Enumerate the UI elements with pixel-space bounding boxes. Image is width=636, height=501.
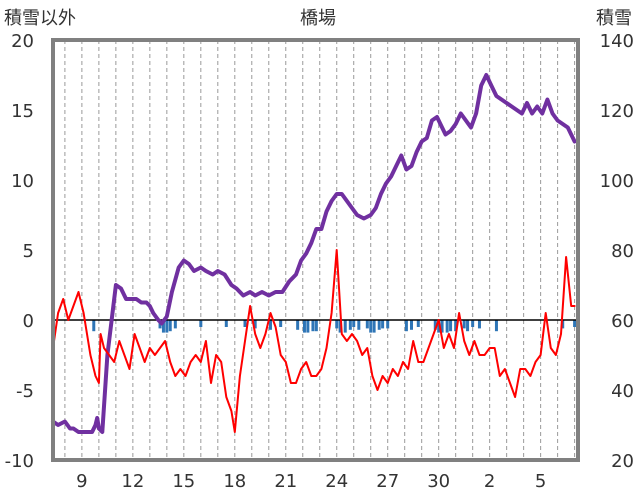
y-right-tick-label: 60 bbox=[611, 311, 634, 332]
precip-bar bbox=[440, 320, 444, 333]
precip-bar bbox=[466, 320, 470, 332]
precip-bar bbox=[386, 320, 390, 329]
chart-title: 橋場 bbox=[300, 8, 336, 29]
left-axis-label: 積雪以外 bbox=[4, 8, 76, 29]
precip-bar bbox=[454, 320, 458, 332]
precip-bar bbox=[416, 320, 420, 327]
precip-bar bbox=[296, 320, 300, 330]
precip-bar bbox=[449, 320, 453, 332]
series-lines bbox=[51, 73, 577, 434]
precip-bar bbox=[445, 320, 449, 333]
y-right-tick-label: 100 bbox=[600, 171, 634, 192]
x-tick-label: 21 bbox=[274, 471, 297, 492]
precip-bar bbox=[409, 320, 413, 330]
precip-bar bbox=[173, 320, 177, 329]
x-tick-label: 9 bbox=[76, 471, 87, 492]
temperature-line bbox=[52, 249, 576, 433]
y-left-tick-label: -5 bbox=[16, 381, 34, 402]
precip-bar bbox=[268, 320, 272, 330]
y-right-tick-label: 120 bbox=[600, 101, 634, 122]
precip-bar bbox=[311, 320, 315, 332]
y-right-tick-label: 20 bbox=[611, 451, 634, 472]
precip-bar bbox=[404, 320, 408, 332]
precip-bar bbox=[369, 320, 373, 333]
y-left-tick-label: 0 bbox=[23, 311, 34, 332]
precip-bar bbox=[224, 320, 228, 327]
x-tick-label: 24 bbox=[325, 471, 348, 492]
precip-bar bbox=[253, 320, 257, 329]
precip-bar bbox=[335, 320, 339, 329]
precip-bar bbox=[338, 320, 342, 333]
precip-bar bbox=[306, 320, 310, 333]
x-tick-label: 30 bbox=[427, 471, 450, 492]
precip-bar bbox=[168, 320, 172, 332]
precip-bar bbox=[314, 320, 318, 332]
precip-bar bbox=[161, 320, 165, 333]
y-left-tick-label: 20 bbox=[11, 31, 34, 52]
y-right-tick-label: 40 bbox=[611, 381, 634, 402]
precip-bar bbox=[494, 320, 498, 332]
x-tick-label: 2 bbox=[484, 471, 495, 492]
precip-bar bbox=[343, 320, 347, 333]
x-tick-label: 12 bbox=[121, 471, 144, 492]
precip-bar bbox=[471, 320, 475, 327]
x-tick-label: 5 bbox=[535, 471, 546, 492]
precip-bar bbox=[199, 320, 203, 327]
y-right-tick-label: 80 bbox=[611, 241, 634, 262]
precip-bar bbox=[573, 320, 577, 327]
tick-labels: 20 15 10 5 0 -5 -10 140 120 100 80 60 40 20 9 12 15 18 21 2… bbox=[5, 31, 634, 492]
precip-bars bbox=[92, 320, 577, 333]
precip-bar bbox=[92, 320, 96, 332]
precip-bar bbox=[348, 320, 352, 330]
plot-frame bbox=[51, 38, 580, 462]
y-left-tick-label: 15 bbox=[11, 101, 34, 122]
precip-bar bbox=[561, 320, 565, 329]
x-tick-label: 15 bbox=[172, 471, 195, 492]
precip-bar bbox=[352, 320, 356, 327]
precip-bar bbox=[365, 320, 369, 329]
precip-bar bbox=[243, 320, 247, 327]
precip-bar bbox=[433, 320, 437, 330]
y-left-tick-label: -10 bbox=[5, 451, 34, 472]
y-left-tick-label: 5 bbox=[23, 241, 34, 262]
right-axis-label: 積雪 bbox=[596, 8, 632, 29]
precip-bar bbox=[302, 320, 306, 333]
precip-bar bbox=[462, 320, 466, 329]
precip-bar bbox=[381, 320, 385, 329]
precip-bar bbox=[372, 320, 376, 333]
precip-bar bbox=[437, 320, 441, 333]
precip-bar bbox=[165, 320, 169, 333]
precip-bar bbox=[477, 320, 481, 329]
snow-depth-line bbox=[51, 73, 577, 434]
precip-bar bbox=[357, 320, 361, 330]
y-right-tick-label: 140 bbox=[600, 31, 634, 52]
x-tick-label: 18 bbox=[223, 471, 246, 492]
precip-bar bbox=[279, 320, 283, 327]
x-tick-label: 27 bbox=[376, 471, 399, 492]
y-left-tick-label: 10 bbox=[11, 171, 34, 192]
grid-layer bbox=[64, 40, 576, 460]
precip-bar bbox=[377, 320, 381, 330]
